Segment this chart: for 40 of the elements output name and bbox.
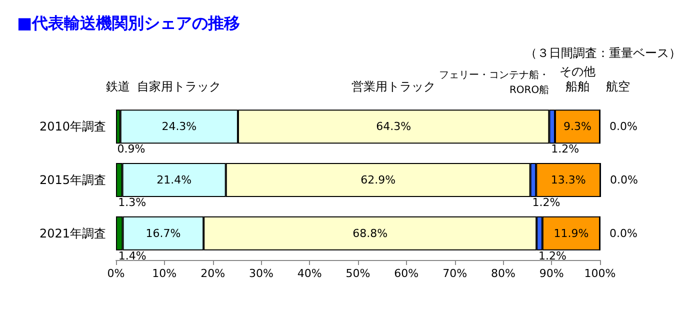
y-tick-label: 2021年調査 bbox=[39, 226, 106, 240]
x-tick-label: 100% bbox=[584, 267, 616, 280]
data-label: 0.0% bbox=[610, 174, 638, 186]
x-tick-label: 60% bbox=[394, 267, 419, 280]
x-tick-label: 40% bbox=[297, 267, 322, 280]
x-tick-label: 10% bbox=[152, 267, 177, 280]
series-label: フェリー・コンテナ船・RORO船 bbox=[439, 70, 550, 96]
series-label: 鉄道 bbox=[106, 80, 130, 94]
x-tick-label: 0% bbox=[107, 267, 125, 280]
series-label: 自家用トラック bbox=[137, 80, 222, 94]
data-label: 1.3% bbox=[118, 196, 146, 209]
data-label: 0.0% bbox=[610, 226, 638, 240]
x-tick-label: 80% bbox=[490, 267, 516, 280]
data-label: 1.4% bbox=[118, 249, 146, 262]
x-tick-label: 50% bbox=[346, 267, 370, 280]
data-label: 24.3% bbox=[162, 120, 197, 134]
data-label: 21.4% bbox=[156, 174, 192, 186]
x-tick-label: 70% bbox=[442, 267, 468, 280]
data-label: 1.2% bbox=[551, 142, 580, 156]
y-tick-label: 2015年調査 bbox=[39, 173, 106, 187]
x-tick-label: 30% bbox=[248, 267, 274, 280]
data-label: 1.2% bbox=[532, 196, 560, 209]
chart-subtitle: （３日間調査：重量ベース） bbox=[525, 46, 681, 60]
data-label: 68.8% bbox=[352, 226, 388, 240]
series-label: 営業用トラック bbox=[352, 80, 436, 94]
data-label: 9.3% bbox=[564, 120, 592, 134]
series-label: 航空 bbox=[606, 80, 630, 94]
data-label: 0.0% bbox=[610, 120, 638, 134]
x-tick-label: 90% bbox=[539, 267, 564, 280]
data-label: 13.3% bbox=[550, 174, 586, 186]
data-label: 62.9% bbox=[360, 174, 396, 186]
chart-title: ■代表輸送機関別シェアの推移 bbox=[17, 14, 240, 32]
series-label: その他船舶 bbox=[559, 64, 596, 94]
data-label: 11.9% bbox=[554, 226, 589, 240]
data-label: 16.7% bbox=[146, 226, 181, 240]
data-label: 1.2% bbox=[538, 249, 566, 262]
y-tick-label: 2010年調査 bbox=[39, 120, 106, 134]
data-label: 64.3% bbox=[376, 120, 412, 134]
data-label: 0.9% bbox=[117, 142, 146, 156]
x-tick-label: 20% bbox=[200, 267, 226, 280]
